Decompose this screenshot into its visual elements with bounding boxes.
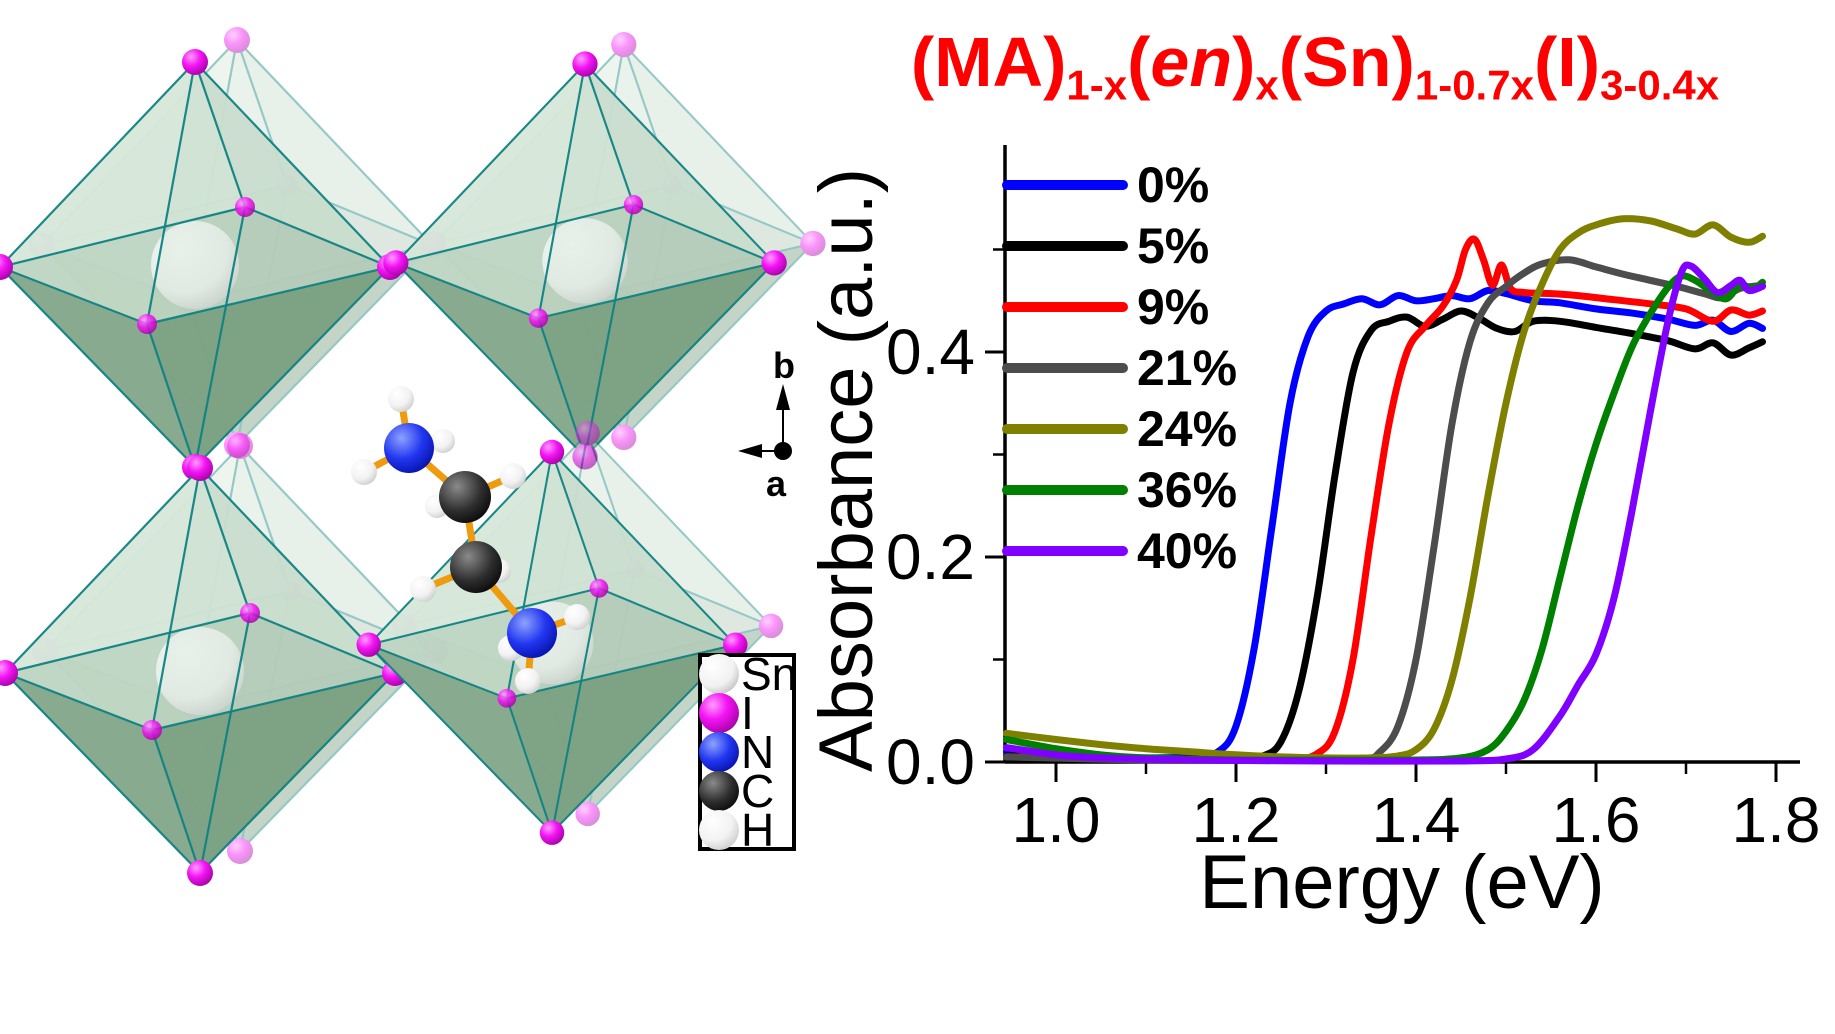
x-tick-label: 1.0 bbox=[1012, 784, 1101, 856]
crystal-axes-indicator: b a bbox=[738, 345, 795, 504]
legend-label-5%: 5% bbox=[1137, 218, 1209, 274]
y-tick-label: 0.2 bbox=[886, 521, 975, 593]
series-curve-5% bbox=[1003, 307, 1766, 763]
formula-segment: (I) bbox=[1533, 23, 1601, 101]
series-curve-36% bbox=[1003, 272, 1766, 764]
formula-segment: ) bbox=[1232, 23, 1256, 101]
nitrogen-atom bbox=[384, 423, 434, 473]
y-tick-label: 0.0 bbox=[886, 726, 975, 798]
legend-label-24%: 24% bbox=[1137, 401, 1237, 457]
c-legend-sphere bbox=[699, 771, 739, 811]
x-tick-label: 1.8 bbox=[1732, 784, 1821, 856]
h-legend-sphere bbox=[699, 810, 739, 850]
series-curve-9% bbox=[1003, 235, 1766, 764]
legend-label-40%: 40% bbox=[1137, 523, 1237, 579]
carbon-atom bbox=[439, 471, 491, 523]
legend-label-21%: 21% bbox=[1137, 340, 1237, 396]
n-legend-sphere bbox=[699, 732, 739, 772]
octahedron-top-left bbox=[0, 25, 447, 482]
a-axis-label: a bbox=[766, 463, 787, 504]
nitrogen-atom bbox=[507, 608, 557, 658]
i-legend-label: I bbox=[741, 687, 754, 739]
formula-segment: (MA) bbox=[910, 23, 1067, 101]
formula-segment: en bbox=[1150, 23, 1233, 101]
formula-subscript: x bbox=[1255, 61, 1279, 109]
n-legend-label: N bbox=[741, 726, 774, 778]
x-tick-label: 1.6 bbox=[1552, 784, 1641, 856]
formula-segment: ( bbox=[1127, 23, 1151, 101]
i-legend-sphere bbox=[699, 693, 739, 733]
x-tick-label: 1.2 bbox=[1192, 784, 1281, 856]
b-axis-arrowhead bbox=[776, 384, 790, 410]
hydrogen-atom bbox=[515, 668, 541, 694]
a-axis-arrowhead bbox=[738, 444, 762, 458]
hydrogen-atom bbox=[431, 429, 455, 453]
axes-origin-dot bbox=[774, 442, 792, 460]
chart-series bbox=[1003, 215, 1766, 765]
legend-label-0%: 0% bbox=[1137, 157, 1209, 213]
hydrogen-atom bbox=[410, 576, 436, 602]
absorbance-chart: 1.0 1.2 1.4 1.6 1.8 0.0 0.2 0.4 0%5%9%21%24%36… bbox=[804, 145, 1820, 925]
legend-label-9%: 9% bbox=[1137, 279, 1209, 335]
hydrogen-atom bbox=[500, 463, 526, 489]
octahedron-bottom-left bbox=[0, 431, 450, 888]
y-axis-ticks: 0.0 0.2 0.4 bbox=[886, 248, 1005, 798]
hydrogen-atom bbox=[351, 459, 377, 485]
series-curve-40% bbox=[1003, 261, 1766, 765]
x-axis-ticks: 1.0 1.2 1.4 1.6 1.8 bbox=[1012, 762, 1821, 856]
hydrogen-atom bbox=[564, 604, 590, 630]
sn-legend-sphere bbox=[699, 654, 739, 694]
octahedron-top-right bbox=[382, 30, 827, 471]
h-legend-label: H bbox=[741, 804, 774, 856]
ethylenediamine-molecule bbox=[351, 386, 590, 694]
formula-segment: (Sn) bbox=[1278, 23, 1415, 101]
formula-title: (MA)1-x(en)x(Sn)1-0.7x(I)3-0.4x bbox=[795, 23, 1835, 109]
c-legend-label: C bbox=[741, 765, 774, 817]
hydrogen-atom bbox=[388, 386, 414, 412]
formula-subscript: 1-x bbox=[1066, 61, 1128, 109]
y-tick-label: 0.4 bbox=[886, 316, 975, 388]
carbon-atom bbox=[450, 541, 502, 593]
formula-subscript: 3-0.4x bbox=[1600, 61, 1720, 109]
x-axis-title: Energy (eV) bbox=[1199, 840, 1605, 925]
chart-legend: 0%5%9%21%24%36%40% bbox=[1002, 157, 1237, 579]
x-tick-label: 1.4 bbox=[1372, 784, 1461, 856]
formula-subscript: 1-0.7x bbox=[1414, 61, 1534, 109]
series-curve-0% bbox=[1003, 286, 1766, 762]
series-curve-24% bbox=[1003, 215, 1766, 762]
y-axis-title: Absorbance (a.u.) bbox=[804, 168, 889, 772]
b-axis-label: b bbox=[773, 345, 795, 386]
sn-legend-label: Sn bbox=[741, 648, 797, 700]
legend-label-36%: 36% bbox=[1137, 462, 1237, 518]
